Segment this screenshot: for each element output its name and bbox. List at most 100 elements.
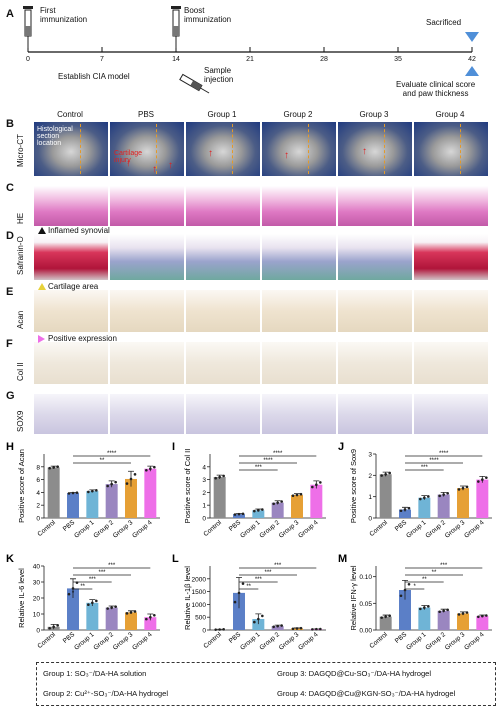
micrograph-c bbox=[262, 186, 336, 226]
x-tick-label: Group 3 bbox=[112, 631, 135, 652]
timeline-tick-label: 42 bbox=[468, 56, 476, 63]
data-point bbox=[319, 627, 322, 631]
bar bbox=[476, 479, 489, 518]
data-point bbox=[253, 509, 256, 513]
data-point bbox=[56, 465, 59, 468]
micrograph-d bbox=[262, 234, 336, 280]
boost-immunization-label: Boost immunization bbox=[184, 6, 232, 24]
bar bbox=[144, 468, 157, 518]
x-tick-label: Group 4 bbox=[297, 519, 320, 540]
micrograph-c bbox=[186, 186, 260, 226]
x-tick-label: Group 2 bbox=[92, 519, 115, 540]
micrograph-f bbox=[262, 342, 336, 384]
timeline-tick-label: 21 bbox=[246, 56, 254, 63]
bar bbox=[291, 494, 303, 518]
y-tick-label: 1 bbox=[202, 503, 206, 510]
bar bbox=[457, 488, 469, 518]
micrograph-b bbox=[110, 122, 184, 176]
data-point bbox=[87, 603, 90, 607]
bar bbox=[437, 610, 450, 630]
x-tick-label: Group 4 bbox=[463, 519, 486, 540]
data-point bbox=[214, 476, 217, 480]
data-point bbox=[253, 620, 256, 624]
micrograph-b bbox=[338, 122, 412, 176]
bar bbox=[86, 491, 99, 518]
data-point bbox=[407, 582, 411, 586]
column-header: Group 1 bbox=[207, 110, 237, 119]
data-point bbox=[399, 509, 403, 513]
data-point bbox=[280, 624, 283, 627]
data-point bbox=[48, 466, 51, 470]
data-point bbox=[438, 494, 441, 498]
data-point bbox=[133, 610, 137, 613]
panel-label-d: D bbox=[6, 230, 14, 242]
data-point bbox=[95, 489, 98, 492]
significance-label: *** bbox=[255, 577, 263, 583]
significance-label: *** bbox=[89, 577, 97, 583]
timeline-tick-label: 0 bbox=[26, 56, 30, 63]
micrograph-e bbox=[262, 290, 336, 332]
data-point bbox=[237, 591, 241, 595]
cartilage-marker-icon bbox=[38, 283, 46, 290]
data-point bbox=[114, 480, 117, 484]
data-point bbox=[423, 496, 426, 500]
micrograph-c bbox=[110, 186, 184, 226]
y-axis-label: Positive score of Sox9 bbox=[349, 449, 358, 523]
significance-label: *** bbox=[440, 563, 448, 569]
data-point bbox=[106, 484, 109, 488]
section-line bbox=[79, 124, 81, 174]
data-point bbox=[319, 481, 322, 484]
micrograph-f bbox=[414, 342, 488, 384]
x-tick-label: Group 1 bbox=[73, 519, 96, 540]
panel-label-f: F bbox=[6, 338, 13, 350]
data-point bbox=[261, 614, 264, 618]
x-tick-label: PBS bbox=[228, 519, 243, 533]
data-point bbox=[315, 483, 318, 487]
data-point bbox=[241, 512, 245, 516]
data-point bbox=[149, 467, 152, 471]
data-point bbox=[145, 617, 148, 621]
y-tick-label: 2 bbox=[368, 473, 372, 480]
timeline-tick-label: 28 bbox=[320, 56, 328, 63]
y-tick-label: 0.05 bbox=[359, 601, 372, 608]
legend-group-2: Group 2: Cu²⁺-SO₃⁻/DA-HA hydrogel bbox=[43, 689, 169, 698]
data-point bbox=[276, 501, 279, 504]
data-point bbox=[48, 626, 51, 630]
data-point bbox=[388, 471, 391, 475]
section-line bbox=[459, 124, 461, 174]
data-point bbox=[427, 495, 430, 498]
injury-arrow-icon: ↑ bbox=[208, 148, 213, 159]
data-point bbox=[110, 482, 113, 486]
section-line bbox=[307, 124, 309, 174]
bar bbox=[105, 607, 118, 630]
section-line bbox=[383, 124, 385, 174]
data-point bbox=[218, 628, 221, 631]
row-label: SOX9 bbox=[16, 410, 25, 432]
data-point bbox=[257, 509, 260, 512]
data-point bbox=[114, 605, 117, 608]
data-point bbox=[299, 626, 303, 630]
cartilage-injury-label: Cartilage injury bbox=[114, 150, 143, 164]
significance-label: **** bbox=[429, 458, 439, 464]
first-immunization-label: First immunization bbox=[40, 6, 88, 24]
x-tick-label: Group 3 bbox=[278, 631, 301, 652]
y-tick-label: 8 bbox=[36, 464, 40, 471]
data-point bbox=[261, 508, 264, 511]
panel-label: M bbox=[338, 553, 347, 565]
significance-label: *** bbox=[255, 465, 263, 471]
y-tick-label: 0 bbox=[36, 516, 40, 523]
panel-label-c: C bbox=[6, 182, 14, 194]
data-point bbox=[384, 615, 387, 618]
data-point bbox=[465, 485, 469, 489]
y-tick-label: 40 bbox=[33, 564, 41, 571]
bar bbox=[418, 607, 431, 630]
x-tick-label: PBS bbox=[394, 519, 409, 533]
data-point bbox=[153, 613, 156, 617]
data-point bbox=[315, 627, 318, 631]
panel-label: K bbox=[6, 553, 14, 565]
row-label: Acan bbox=[16, 310, 25, 329]
bar bbox=[457, 613, 469, 630]
